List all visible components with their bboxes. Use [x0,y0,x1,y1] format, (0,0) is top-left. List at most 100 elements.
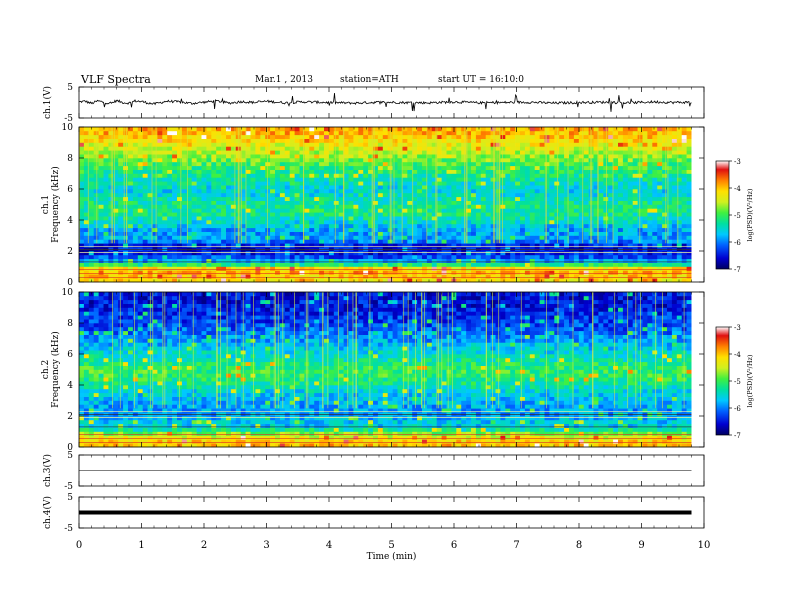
psd-cell [152,142,158,147]
psd-cell [485,142,491,147]
psd-cell [250,142,256,147]
psd-cell [608,239,614,244]
psd-cell [83,200,90,205]
psd-cell [226,208,232,213]
psd-cell [333,262,339,267]
psd-cell [368,204,374,209]
psd-cell [230,181,237,186]
psd-cell [177,177,183,182]
psd-cell [676,154,682,159]
psd-cell [417,212,423,217]
psd-cell [686,262,692,267]
psd-cell [495,212,501,217]
psd-cell [456,235,462,240]
psd-cell [475,220,482,225]
psd-cell [177,192,183,198]
psd-cell [294,169,300,174]
psd-cell [436,161,442,167]
psd-cell [426,169,433,174]
psd-cell [240,142,246,147]
psd-cell [328,196,335,201]
psd-cell [681,165,687,170]
psd-cell [471,154,477,159]
psd-cell [177,134,183,139]
psd-cell [196,274,202,279]
psd-cell [426,270,433,275]
psd-cell [103,189,109,194]
psd-cell [603,181,609,186]
psd-cell [554,161,560,167]
psd-cell [520,227,526,232]
psd-cell [328,258,335,263]
psd-cell [593,216,599,221]
psd-cell [255,138,261,143]
psd-cell [275,235,281,240]
psd-cell [618,169,624,174]
psd-cell [123,177,129,182]
psd-cell [613,142,619,147]
psd-cell [343,216,349,221]
psd-cell [436,235,442,240]
psd-cell [137,154,143,159]
psd-cell [671,266,678,271]
psd-cell [123,130,129,136]
psd-cell [324,227,330,232]
psd-cell [348,150,354,155]
psd-cell [333,177,339,182]
psd-cell [480,231,486,236]
psd-cell [564,169,570,174]
psd-cell [431,204,437,209]
psd-cell [505,192,511,198]
psd-cell [569,251,575,256]
psd-cell [309,223,315,229]
psd-cell [333,235,339,240]
psd-cell [603,258,609,263]
psd-cell [377,169,384,174]
psd-cell [206,274,212,279]
psd-cell [260,239,266,244]
psd-cell [186,262,192,267]
psd-cell [446,223,452,229]
psd-cell [622,200,629,205]
psd-cell [304,262,310,267]
psd-cell [446,278,452,283]
psd-cell [279,200,286,205]
psd-cell [412,192,418,198]
psd-cell [515,227,521,232]
psd-cell [79,196,85,201]
psd-cell [304,150,310,155]
psd-cell [79,254,85,260]
psd-cell [103,243,109,248]
psd-cell [162,134,168,139]
psd-cell [186,196,192,201]
psd-cell [279,208,286,213]
psd-cell [226,177,232,182]
psd-cell [475,231,482,236]
psd-cell [137,142,143,147]
psd-cell [279,254,286,260]
psd-cell [446,158,452,163]
psd-cell [79,212,85,217]
psd-cell [216,254,222,260]
psd-cell [397,200,403,205]
psd-cell [422,165,428,170]
psd-cell [441,216,447,221]
psd-cell [235,258,241,263]
psd-cell [578,161,584,167]
psd-cell [686,138,692,143]
psd-cell [279,138,286,143]
psd-cell [289,181,295,186]
psd-cell [559,173,565,178]
psd-cell [343,146,349,151]
psd-cell [108,270,114,275]
psd-cell [132,134,139,139]
psd-cell [593,173,599,178]
psd-cell [363,266,369,271]
psd-cell [417,158,423,163]
psd-cell [505,251,511,256]
psd-cell [167,138,173,143]
psd-cell [211,181,217,186]
psd-cell [88,181,94,186]
psd-cell [348,142,354,147]
psd-cell [510,173,516,178]
